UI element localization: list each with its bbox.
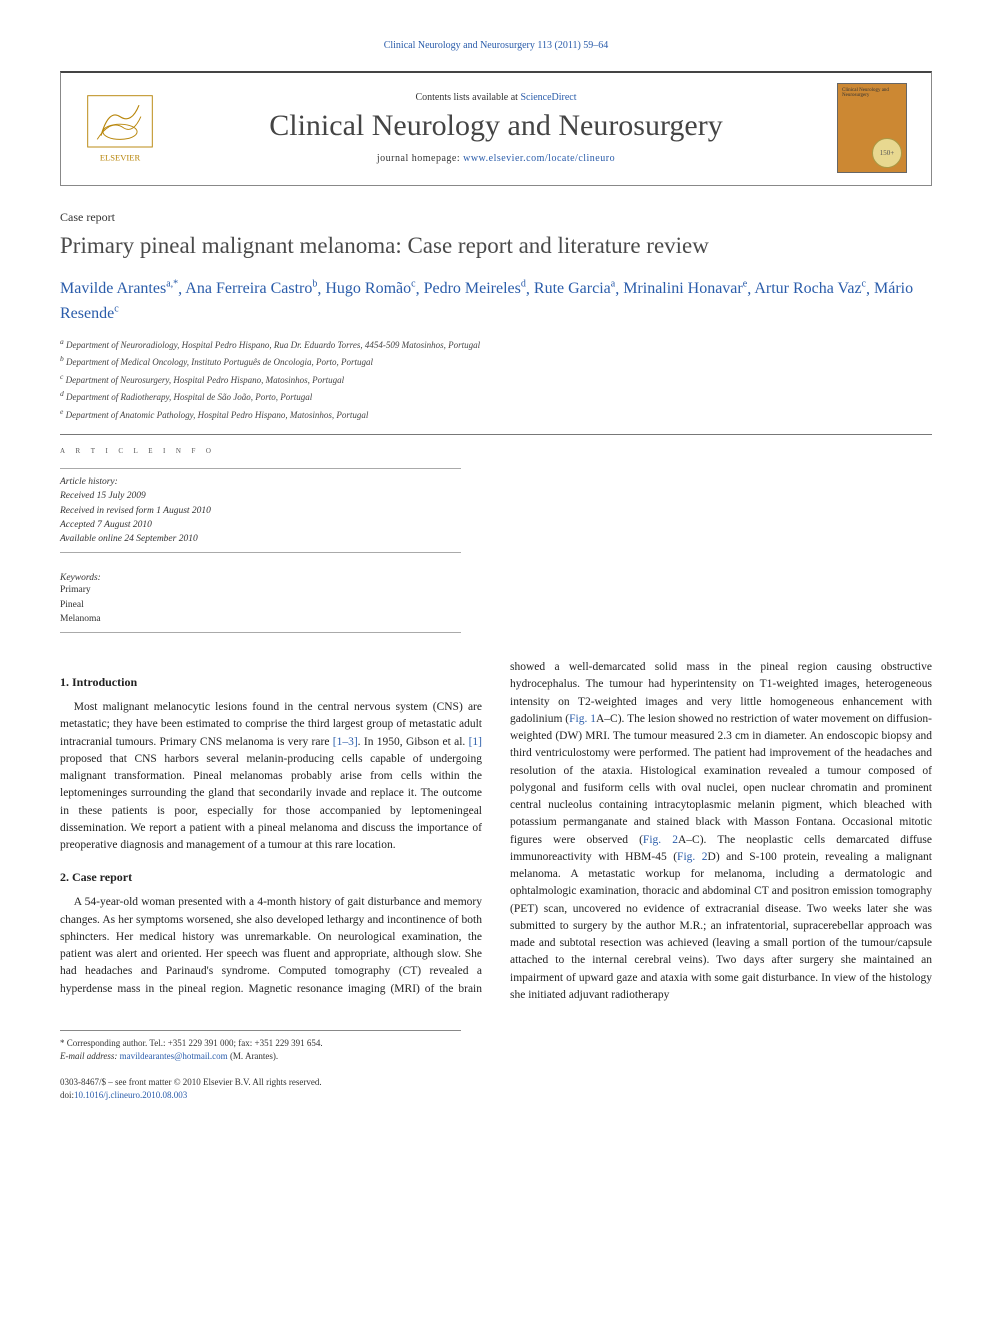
info-divider bbox=[60, 468, 461, 469]
article-body: 1. Introduction Most malignant melanocyt… bbox=[60, 659, 932, 1004]
issn-line: 0303-8467/$ – see front matter © 2010 El… bbox=[60, 1076, 932, 1089]
copyright-block: 0303-8467/$ – see front matter © 2010 El… bbox=[60, 1076, 932, 1101]
email-who: (M. Arantes). bbox=[230, 1051, 278, 1061]
author: Ana Ferreira Castrob bbox=[185, 280, 317, 297]
author: Pedro Meirelesd bbox=[424, 280, 526, 297]
author: Hugo Romãoc bbox=[325, 280, 415, 297]
history-label: Article history: bbox=[60, 475, 461, 489]
cover-thumbnail-wrap: Clinical Neurology and Neurosurgery 150+ bbox=[827, 83, 917, 173]
doi-link[interactable]: 10.1016/j.clineuro.2010.08.003 bbox=[74, 1090, 187, 1100]
keyword: Primary bbox=[60, 583, 461, 597]
elsevier-logo-icon: ELSEVIER bbox=[82, 90, 158, 166]
history-received: Received 15 July 2009 bbox=[60, 489, 461, 503]
author-list: Mavilde Arantesa,*, Ana Ferreira Castrob… bbox=[60, 277, 932, 326]
homepage-link[interactable]: www.elsevier.com/locate/clineuro bbox=[463, 153, 615, 164]
masthead: ELSEVIER Contents lists available at Sci… bbox=[60, 71, 932, 186]
affiliation: d Department of Radiotherapy, Hospital d… bbox=[60, 388, 932, 405]
article-info-block: A R T I C L E I N F O Article history: R… bbox=[60, 445, 461, 639]
journal-name: Clinical Neurology and Neurosurgery bbox=[177, 109, 815, 143]
corresponding-author-footnote: * Corresponding author. Tel.: +351 229 3… bbox=[60, 1030, 461, 1062]
keywords-label: Keywords: bbox=[60, 573, 461, 583]
citation-link[interactable]: [1] bbox=[469, 736, 482, 748]
masthead-center: Contents lists available at ScienceDirec… bbox=[177, 92, 815, 164]
corr-author-line: * Corresponding author. Tel.: +351 229 3… bbox=[60, 1037, 461, 1050]
author: Mavilde Arantesa,* bbox=[60, 280, 178, 297]
email-label: E-mail address: bbox=[60, 1051, 117, 1061]
author: Artur Rocha Vazc bbox=[754, 280, 866, 297]
doi-line: doi:10.1016/j.clineuro.2010.08.003 bbox=[60, 1089, 932, 1102]
history-online: Available online 24 September 2010 bbox=[60, 532, 461, 546]
figure-link[interactable]: Fig. 2 bbox=[677, 851, 707, 863]
corr-email-link[interactable]: mavildearantes@hotmail.com bbox=[120, 1051, 228, 1061]
keyword: Pineal bbox=[60, 598, 461, 612]
corr-email-line: E-mail address: mavildearantes@hotmail.c… bbox=[60, 1050, 461, 1063]
info-divider bbox=[60, 552, 461, 553]
section-1-para: Most malignant melanocytic lesions found… bbox=[60, 699, 482, 854]
article-info-heading: A R T I C L E I N F O bbox=[60, 445, 461, 456]
history-accepted: Accepted 7 August 2010 bbox=[60, 518, 461, 532]
article-title: Primary pineal malignant melanoma: Case … bbox=[60, 231, 932, 261]
affiliation: c Department of Neurosurgery, Hospital P… bbox=[60, 371, 932, 388]
cover-thumb-badge-icon: 150+ bbox=[872, 138, 902, 168]
info-divider bbox=[60, 632, 461, 633]
cover-thumbnail: Clinical Neurology and Neurosurgery 150+ bbox=[837, 83, 907, 173]
running-header: Clinical Neurology and Neurosurgery 113 … bbox=[60, 40, 932, 51]
affiliation-list: a Department of Neuroradiology, Hospital… bbox=[60, 336, 932, 423]
author: Rute Garciaa bbox=[534, 280, 615, 297]
homepage-prefix: journal homepage: bbox=[377, 153, 463, 164]
figure-link[interactable]: Fig. 1 bbox=[569, 713, 596, 725]
section-1-heading: 1. Introduction bbox=[60, 673, 482, 691]
citation-link[interactable]: [1–3] bbox=[333, 736, 358, 748]
publisher-logo-wrap: ELSEVIER bbox=[75, 83, 165, 173]
doi-label: doi: bbox=[60, 1090, 74, 1100]
section-2-heading: 2. Case report bbox=[60, 868, 482, 886]
keyword: Melanoma bbox=[60, 612, 461, 626]
history-revised: Received in revised form 1 August 2010 bbox=[60, 504, 461, 518]
divider-rule bbox=[60, 434, 932, 435]
publisher-name: ELSEVIER bbox=[100, 152, 141, 162]
article-history: Article history: Received 15 July 2009 R… bbox=[60, 475, 461, 546]
cover-thumb-title: Clinical Neurology and Neurosurgery bbox=[842, 88, 902, 98]
homepage-line: journal homepage: www.elsevier.com/locat… bbox=[177, 153, 815, 164]
keywords-block: Keywords: PrimaryPinealMelanoma bbox=[60, 573, 461, 626]
keywords-list: PrimaryPinealMelanoma bbox=[60, 583, 461, 626]
sciencedirect-link[interactable]: ScienceDirect bbox=[520, 92, 576, 103]
affiliation: e Department of Anatomic Pathology, Hosp… bbox=[60, 406, 932, 423]
contents-prefix: Contents lists available at bbox=[415, 92, 520, 103]
affiliation: b Department of Medical Oncology, Instit… bbox=[60, 353, 932, 370]
article-type: Case report bbox=[60, 210, 932, 225]
author: Mrinalini Honavare bbox=[623, 280, 747, 297]
contents-available-line: Contents lists available at ScienceDirec… bbox=[177, 92, 815, 103]
figure-link[interactable]: Fig. 2 bbox=[643, 834, 678, 846]
affiliation: a Department of Neuroradiology, Hospital… bbox=[60, 336, 932, 353]
